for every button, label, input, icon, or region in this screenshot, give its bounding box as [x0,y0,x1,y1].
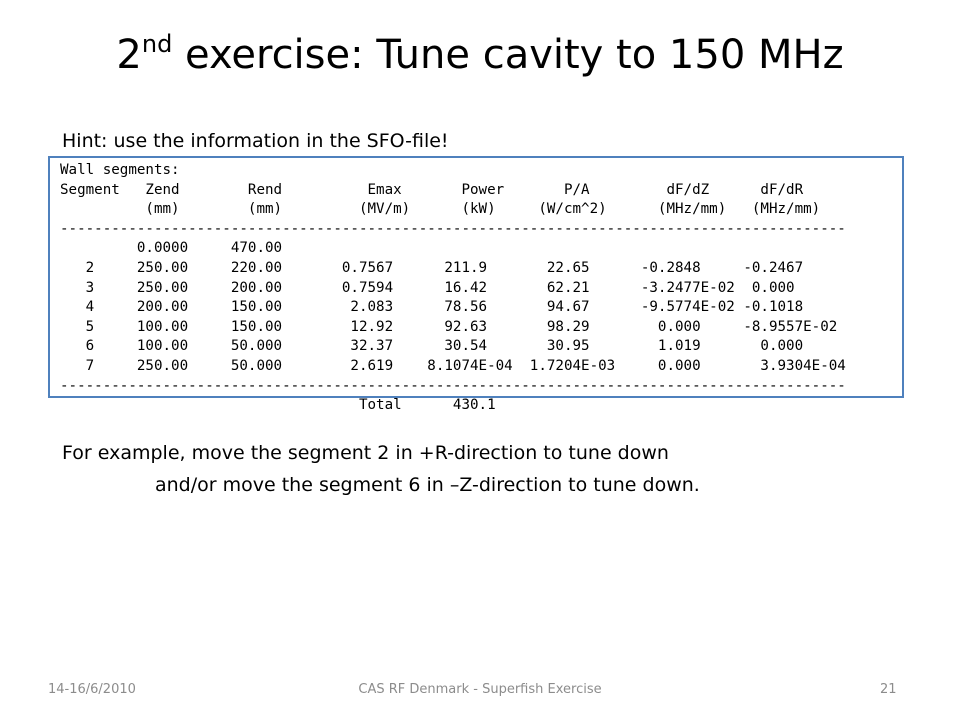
example-line: For example, move the segment 2 in +R-di… [62,442,669,464]
output-line: Wall segments: [60,162,180,178]
output-line: 7 250.00 50.000 2.619 8.1074E-04 1.7204E… [60,357,846,374]
output-line: Segment Zend Rend Emax Power P/A dF/dZ d… [60,181,804,198]
output-line: (mm) (mm) (MV/m) (kW) (W/cm^2) (MHz/mm) … [60,201,821,218]
title-text: exercise: Tune cavity to 150 MHz [172,32,844,78]
output-line: Total 430.1 [60,397,496,414]
output-line: 0.0000 470.00 [60,240,283,257]
footer-title: CAS RF Denmark - Superfish Exercise [358,682,602,697]
footer-date: 14-16/6/2010 [48,682,136,697]
title-number: 2 [116,32,142,78]
sfo-output: Wall segments: Segment Zend Rend Emax Pow… [60,161,846,416]
output-line: ----------------------------------------… [60,220,846,237]
output-line: 3 250.00 200.00 0.7594 16.42 62.21 -3.24… [60,279,795,296]
example-line: and/or move the segment 6 in –Z-directio… [155,474,700,496]
slide-title: 2nd exercise: Tune cavity to 150 MHz [0,30,960,78]
output-line: 4 200.00 150.00 2.083 78.56 94.67 -9.577… [60,299,804,316]
output-line: 5 100.00 150.00 12.92 92.63 98.29 0.000 … [60,318,838,335]
sfo-output-box: Wall segments: Segment Zend Rend Emax Pow… [48,156,904,413]
output-line: 2 250.00 220.00 0.7567 211.9 22.65 -0.28… [60,259,804,276]
footer-page: 21 [880,682,897,697]
hint: Hint: use the information in the SFO-fil… [62,130,449,152]
output-line: 6 100.00 50.000 32.37 30.54 30.95 1.019 … [60,338,804,355]
output-line: ----------------------------------------… [60,377,846,394]
title-superscript: nd [141,30,173,58]
